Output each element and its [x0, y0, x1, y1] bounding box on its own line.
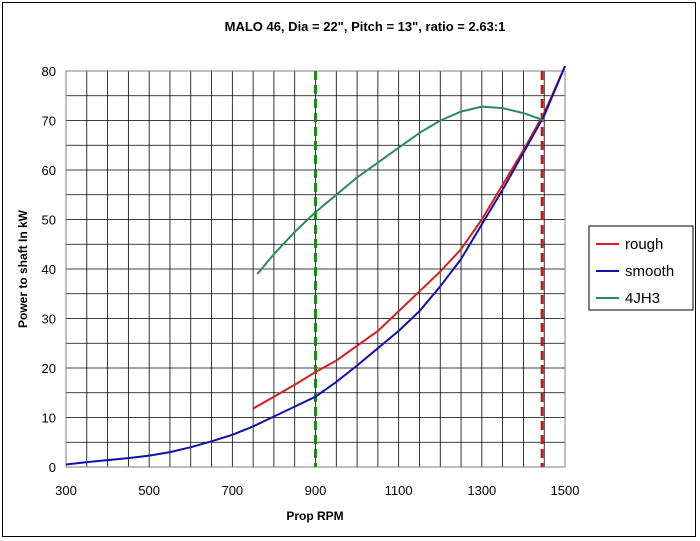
y-tick-label: 40 — [42, 262, 56, 277]
y-tick-label: 30 — [42, 312, 56, 327]
y-tick-label: 50 — [42, 213, 56, 228]
y-tick-labels: 0 10 20 30 40 50 60 70 80 — [42, 64, 56, 475]
series-line-4jh3 — [256, 105, 545, 275]
x-tick-label: 900 — [305, 483, 327, 498]
x-tick-label: 1500 — [551, 483, 580, 498]
legend-label: 4JH3 — [625, 290, 660, 307]
y-tick-label: 60 — [42, 163, 56, 178]
x-axis-title: Prop RPM — [286, 509, 343, 523]
y-tick-label: 20 — [42, 361, 56, 376]
x-tick-label: 300 — [55, 483, 77, 498]
y-tick-label: 80 — [42, 64, 56, 79]
series-line-rough — [252, 65, 566, 410]
x-tick-labels: 300 500 700 900 1100 1300 1500 — [55, 483, 579, 498]
legend-label: rough — [625, 236, 663, 253]
y-tick-label: 10 — [42, 411, 56, 426]
x-tick-label: 1100 — [385, 483, 413, 498]
series-line-smooth — [65, 65, 566, 466]
x-tick-label: 500 — [138, 483, 160, 498]
x-tick-label: 1300 — [467, 483, 496, 498]
chart-title: MALO 46, Dia = 22", Pitch = 13", ratio =… — [225, 19, 506, 34]
legend-box — [588, 225, 694, 311]
y-axis-title: Power to shaft In kW — [16, 209, 30, 328]
y-tick-label: 0 — [49, 460, 56, 475]
x-tick-label: 700 — [221, 483, 243, 498]
legend: rough smooth 4JH3 — [588, 225, 694, 311]
series-lines — [65, 65, 566, 466]
y-tick-label: 70 — [42, 114, 56, 129]
legend-label: smooth — [625, 263, 674, 280]
reference-lines — [314, 71, 544, 467]
